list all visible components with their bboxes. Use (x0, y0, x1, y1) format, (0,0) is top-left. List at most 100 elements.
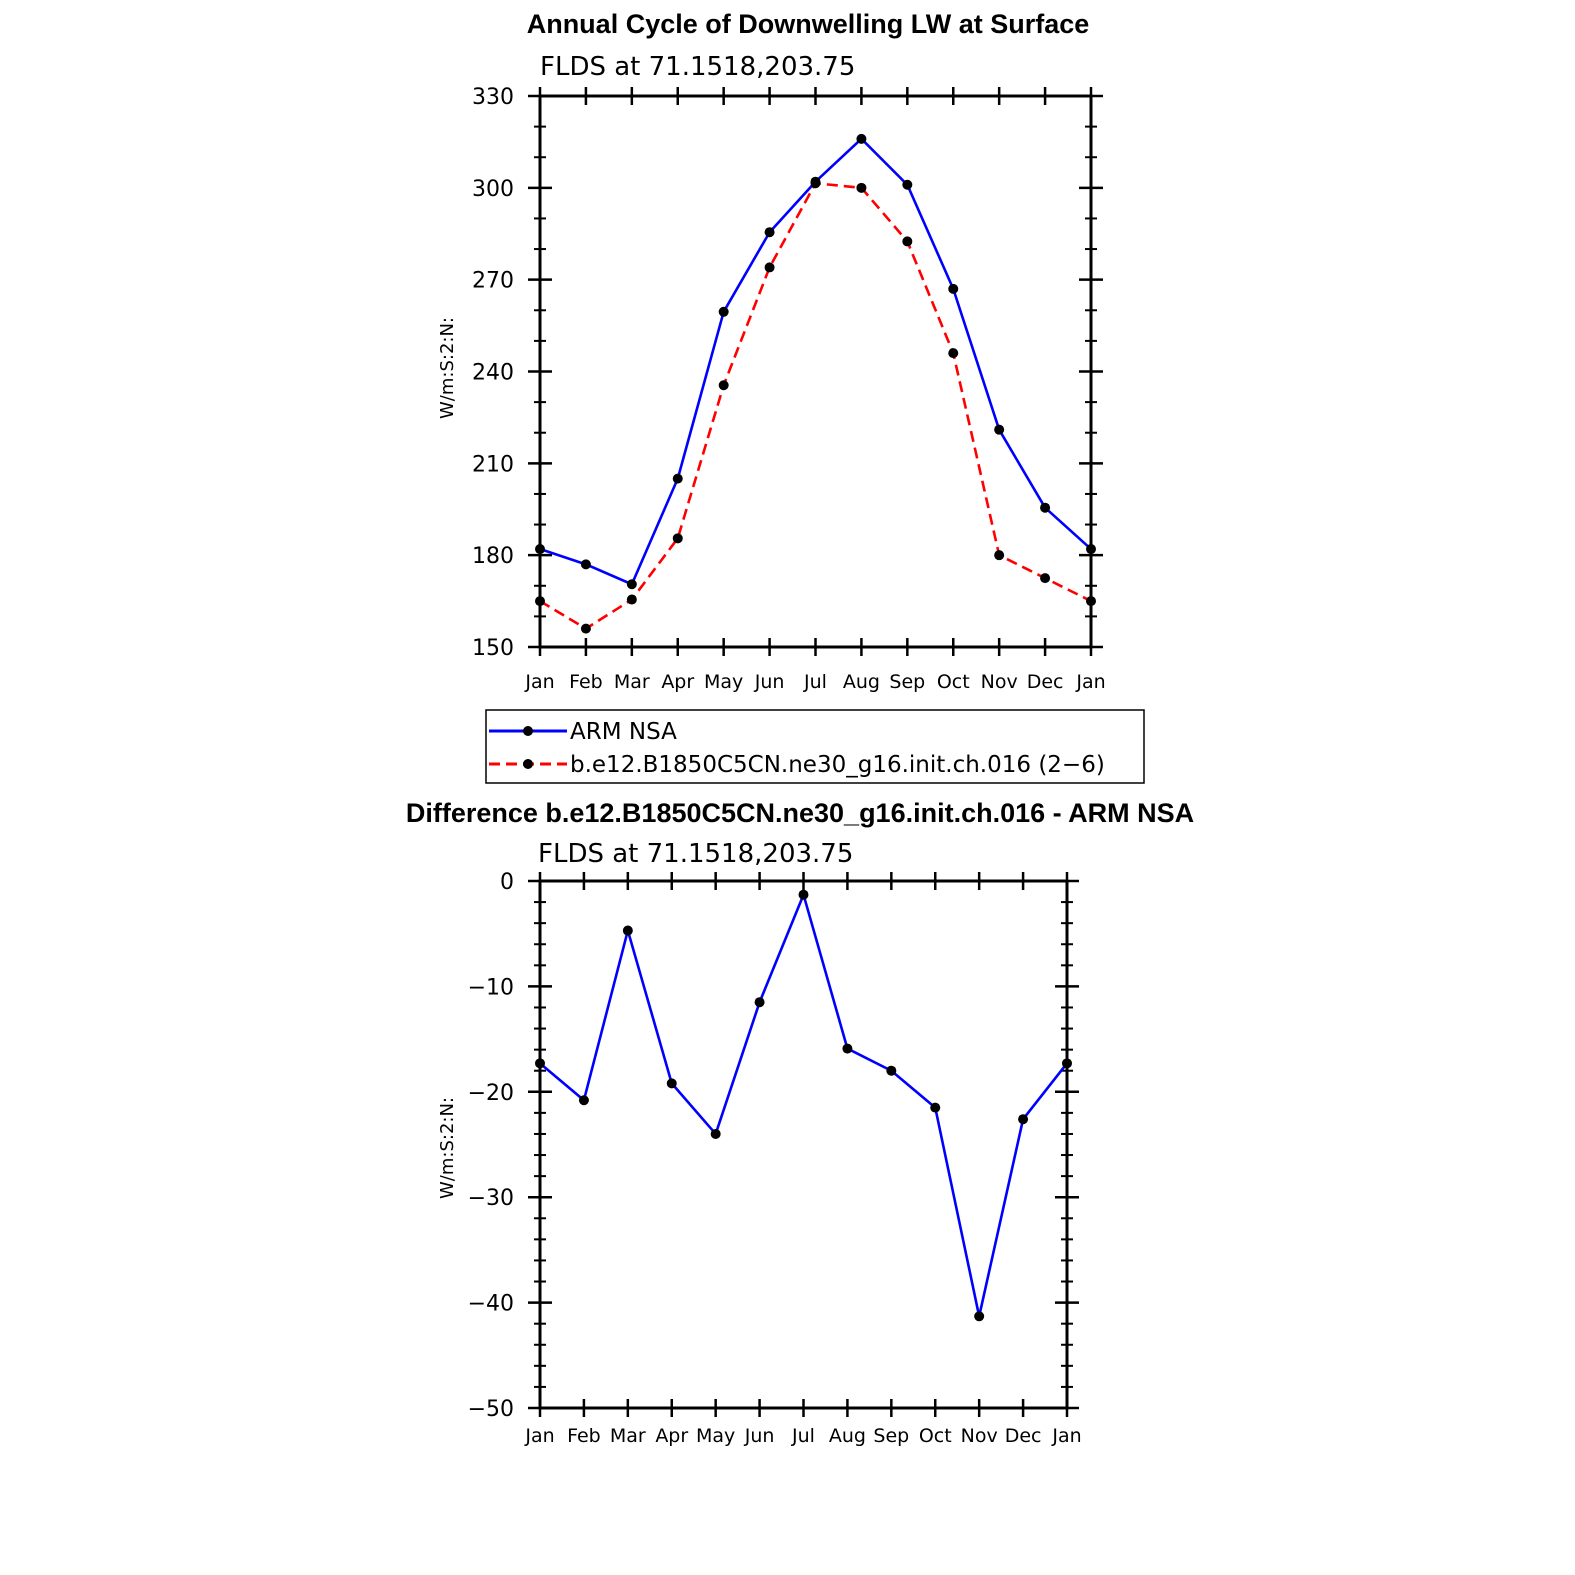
series-line-1 (539, 137, 1092, 586)
chart-subtitle: FLDS at 71.1518,203.75 (538, 839, 853, 869)
legend-item-arm-nsa: ARM NSA (489, 719, 677, 745)
x-tick-label: Jan (1075, 671, 1105, 693)
x-tick-label: Nov (981, 671, 1018, 693)
x-tick-label: May (696, 1425, 735, 1447)
data-point (1018, 1114, 1029, 1125)
y-tick-label: 240 (472, 361, 514, 386)
data-point (1040, 502, 1051, 513)
data-point (535, 596, 545, 607)
data-point (902, 236, 913, 247)
data-point (622, 925, 633, 936)
x-tick-label: Dec (1005, 1425, 1042, 1447)
data-point (842, 1043, 853, 1054)
y-tick-label: −30 (468, 1186, 514, 1211)
data-point (535, 544, 545, 555)
annual-cycle-chart: Annual Cycle of Downwelling LW at Surfac… (437, 9, 1106, 693)
x-tick-label: Jan (524, 1425, 554, 1447)
y-tick-labels: 150 180 210 240 270 300 330 (472, 85, 514, 661)
axis-ticks (528, 872, 1079, 1417)
plot-frame (538, 879, 1069, 1410)
data-point (798, 889, 809, 900)
legend: ARM NSA b.e12.B1850C5CN.ne30_g16.init.ch… (485, 709, 1145, 784)
chart-title: Annual Cycle of Downwelling LW at Surfac… (527, 9, 1090, 39)
difference-chart: Difference b.e12.B1850C5CN.ne30_g16.init… (406, 798, 1194, 1447)
data-point (1040, 573, 1051, 584)
y-tick-label: −10 (468, 975, 514, 1000)
data-point (902, 179, 913, 190)
data-point (580, 623, 591, 634)
data-point (1086, 544, 1096, 555)
data-point (666, 1078, 677, 1089)
data-point (672, 533, 683, 544)
x-tick-label: Sep (873, 1425, 909, 1447)
y-tick-label: 300 (472, 177, 514, 202)
y-tick-label: −50 (468, 1397, 514, 1422)
data-point (856, 182, 867, 193)
x-tick-label: Oct (919, 1425, 952, 1447)
data-point (974, 1311, 985, 1322)
y-tick-label: 270 (472, 269, 514, 294)
legend-marker (523, 759, 533, 769)
y-tick-label: −40 (468, 1292, 514, 1317)
y-axis-label: W/m:S:2:N: (437, 317, 458, 419)
x-tick-label: Dec (1027, 671, 1064, 693)
data-point (948, 283, 959, 294)
x-tick-label: May (704, 671, 743, 693)
data-point (1062, 1058, 1072, 1069)
data-point (580, 559, 591, 570)
legend-label: ARM NSA (570, 719, 677, 745)
legend-label: b.e12.B1850C5CN.ne30_g16.init.ch.016 (2−… (570, 752, 1105, 778)
y-tick-label: 210 (472, 452, 514, 477)
data-point (626, 579, 637, 590)
series-line-1 (539, 893, 1069, 1318)
x-tick-labels: Jan Feb Mar Apr May Jun Jul Aug Sep Oct Nov Dec Jan (524, 671, 1105, 693)
data-point (672, 473, 683, 484)
x-tick-label: Feb (569, 671, 603, 693)
x-tick-labels: Jan Feb Mar Apr May Jun Jul Aug Sep Oct Nov Dec Jan (524, 1425, 1081, 1447)
x-tick-label: Oct (937, 671, 970, 693)
chart-subtitle: FLDS at 71.1518,203.75 (540, 52, 855, 82)
x-tick-label: Nov (961, 1425, 998, 1447)
data-point (930, 1102, 941, 1113)
axis-ticks (528, 87, 1103, 656)
x-tick-label: Aug (843, 671, 880, 693)
data-point (948, 348, 959, 359)
y-tick-labels: −50 −40 −30 −20 −10 0 (468, 870, 514, 1422)
y-tick-label: 150 (472, 636, 514, 661)
series-group (535, 889, 1072, 1322)
data-point (535, 1058, 545, 1069)
x-tick-label: Aug (829, 1425, 866, 1447)
x-tick-label: Mar (614, 671, 650, 693)
data-point (754, 997, 765, 1008)
data-point (764, 262, 775, 273)
x-tick-label: Sep (889, 671, 925, 693)
data-point (710, 1128, 721, 1139)
data-point (1086, 596, 1096, 607)
data-point (856, 133, 867, 144)
x-tick-label: Apr (655, 1425, 688, 1447)
data-point (718, 306, 729, 317)
series-group (535, 133, 1096, 634)
data-point (718, 380, 729, 391)
y-axis-label: W/m:S:2:N: (437, 1097, 458, 1199)
x-tick-label: Feb (567, 1425, 601, 1447)
x-tick-label: Apr (661, 671, 694, 693)
data-point (626, 594, 637, 605)
y-tick-label: −20 (468, 1081, 514, 1106)
data-point (886, 1065, 897, 1076)
data-point (764, 227, 775, 238)
x-tick-label: Jul (791, 1425, 815, 1447)
legend-box (485, 709, 1145, 784)
x-tick-label: Jan (1051, 1425, 1081, 1447)
x-tick-label: Jun (754, 671, 785, 693)
x-tick-label: Mar (610, 1425, 646, 1447)
x-tick-label: Jan (524, 671, 554, 693)
x-tick-label: Jul (803, 671, 827, 693)
data-point (994, 424, 1005, 435)
y-tick-label: 330 (472, 85, 514, 110)
data-point (578, 1095, 589, 1106)
chart-title: Difference b.e12.B1850C5CN.ne30_g16.init… (406, 798, 1194, 828)
y-tick-label: 180 (472, 544, 514, 569)
data-point (810, 178, 821, 189)
